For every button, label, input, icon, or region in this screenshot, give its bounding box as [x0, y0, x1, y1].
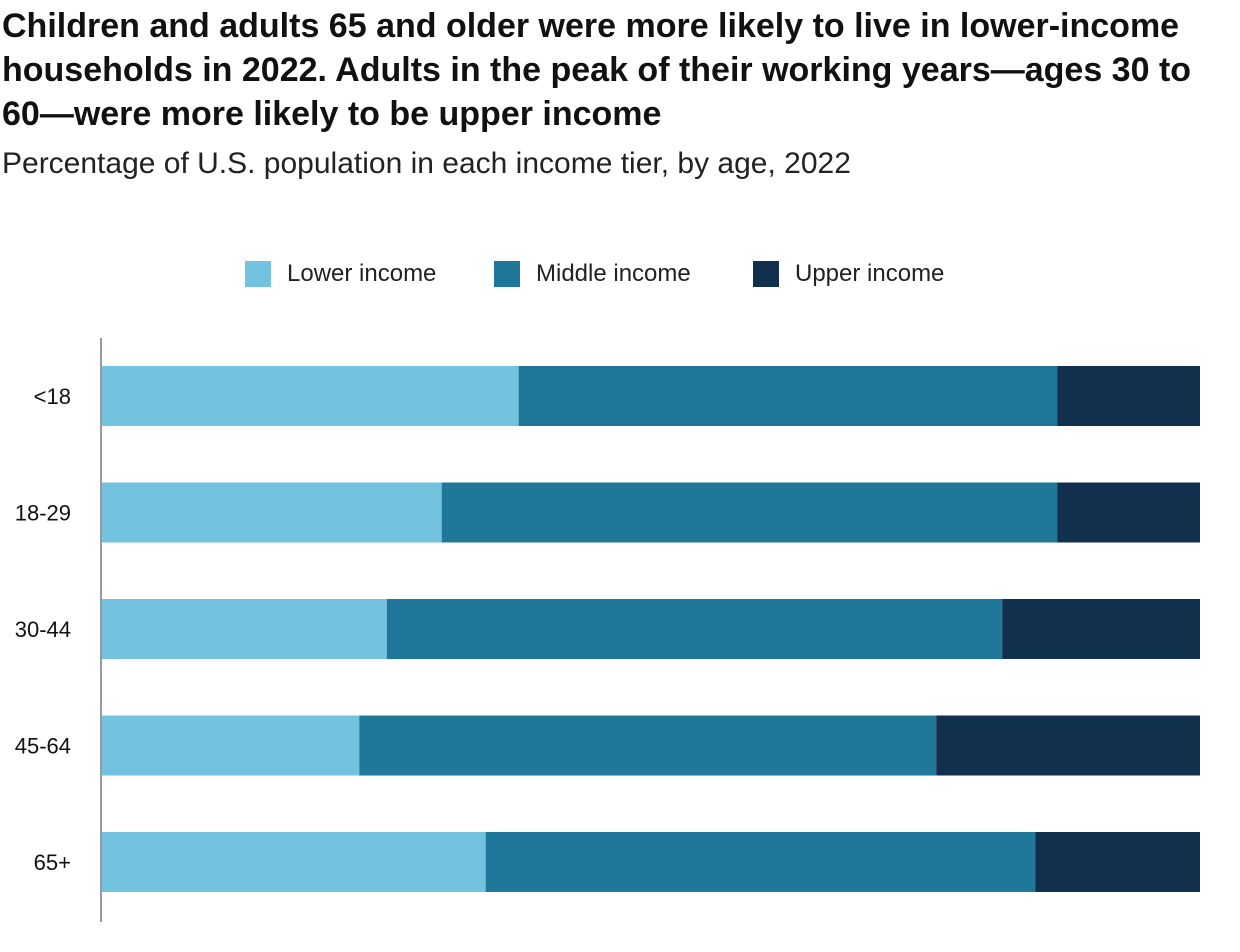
legend-swatch-middle-income — [494, 261, 520, 287]
bar-lower-income-45-64 — [101, 715, 360, 776]
legend-label-upper-income: Upper income — [795, 260, 945, 287]
bar-middle-income-45-64 — [359, 715, 937, 776]
bar-upper-income-30-44 — [1002, 599, 1200, 659]
y-tick-label-45-64: 45-64 — [15, 734, 71, 759]
legend-label-middle-income: Middle income — [536, 260, 691, 287]
bar-middle-income-18 — [518, 366, 1058, 426]
y-tick-label-18: <18 — [34, 384, 71, 409]
bar-lower-income-30-44 — [101, 599, 387, 659]
chart-legend: Lower income Middle income Upper income — [0, 254, 1200, 294]
legend-label-lower-income: Lower income — [287, 260, 437, 287]
legend-item-upper-income: Upper income — [753, 254, 944, 294]
bar-middle-income-65 — [485, 832, 1036, 892]
y-tick-label-65: 65+ — [34, 850, 71, 875]
bar-upper-income-65 — [1035, 832, 1200, 892]
bar-lower-income-18 — [101, 366, 519, 426]
legend-item-lower-income: Lower income — [245, 254, 436, 294]
bar-middle-income-18-29 — [441, 482, 1058, 543]
bar-upper-income-45-64 — [936, 715, 1200, 776]
bar-middle-income-30-44 — [386, 599, 1003, 659]
bar-upper-income-18-29 — [1057, 482, 1200, 543]
bar-lower-income-65 — [101, 832, 486, 892]
y-tick-label-30-44: 30-44 — [15, 617, 71, 642]
y-tick-label-18-29: 18-29 — [15, 501, 71, 526]
bar-lower-income-18-29 — [101, 482, 442, 543]
bar-upper-income-18 — [1057, 366, 1200, 426]
chart-title: Children and adults 65 and older were mo… — [2, 7, 1192, 133]
legend-item-middle-income: Middle income — [494, 254, 691, 294]
stacked-bar-chart: <18 18-29 30-44 45-64 65+ — [15, 338, 1200, 922]
chart-subtitle: Percentage of U.S. population in each in… — [2, 147, 851, 180]
legend-swatch-lower-income — [245, 261, 271, 287]
legend-swatch-upper-income — [753, 261, 779, 287]
